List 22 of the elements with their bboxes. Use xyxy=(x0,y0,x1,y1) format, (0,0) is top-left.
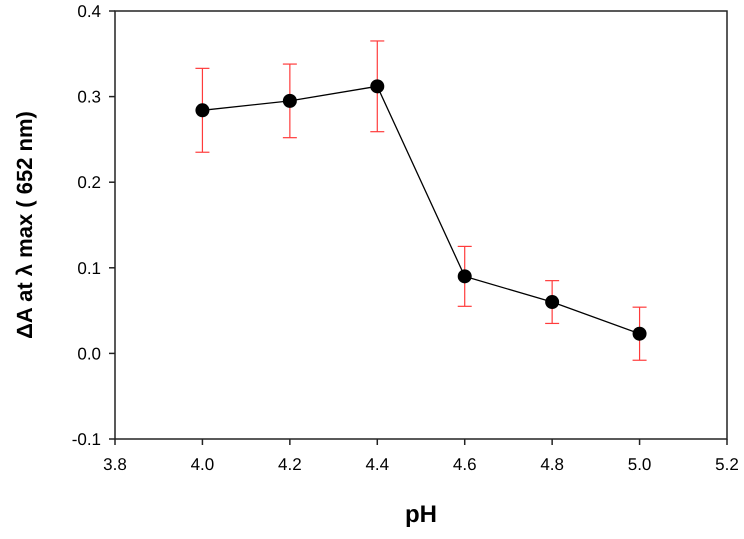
x-tick-label: 4.2 xyxy=(278,455,302,474)
point xyxy=(545,295,560,310)
point xyxy=(458,269,472,284)
x-tick-label: 5.2 xyxy=(715,455,739,474)
y-tick-label: 0.3 xyxy=(77,88,101,107)
point xyxy=(370,79,384,94)
x-tick-label: 4.4 xyxy=(365,455,390,474)
point xyxy=(282,94,297,108)
y-tick-label: 0.2 xyxy=(77,173,101,192)
y-axis-title: ΔA at λ max ( 652 nm) xyxy=(12,111,37,339)
x-tick-label: 5.0 xyxy=(628,455,652,474)
y-tick-label: 0.1 xyxy=(77,258,101,278)
y-tick-label: 0.0 xyxy=(77,344,101,364)
x-axis-title: pH xyxy=(405,501,437,528)
y-tick-label: -0.1 xyxy=(72,430,101,449)
point xyxy=(195,103,210,118)
point xyxy=(632,326,647,341)
x-tick-label: 3.8 xyxy=(103,455,127,474)
x-tick-label: 4.6 xyxy=(452,455,477,474)
y-tick-label: 0.4 xyxy=(77,2,101,21)
x-tick-label: 4.8 xyxy=(540,455,564,474)
x-tick-label: 4.0 xyxy=(190,455,214,474)
